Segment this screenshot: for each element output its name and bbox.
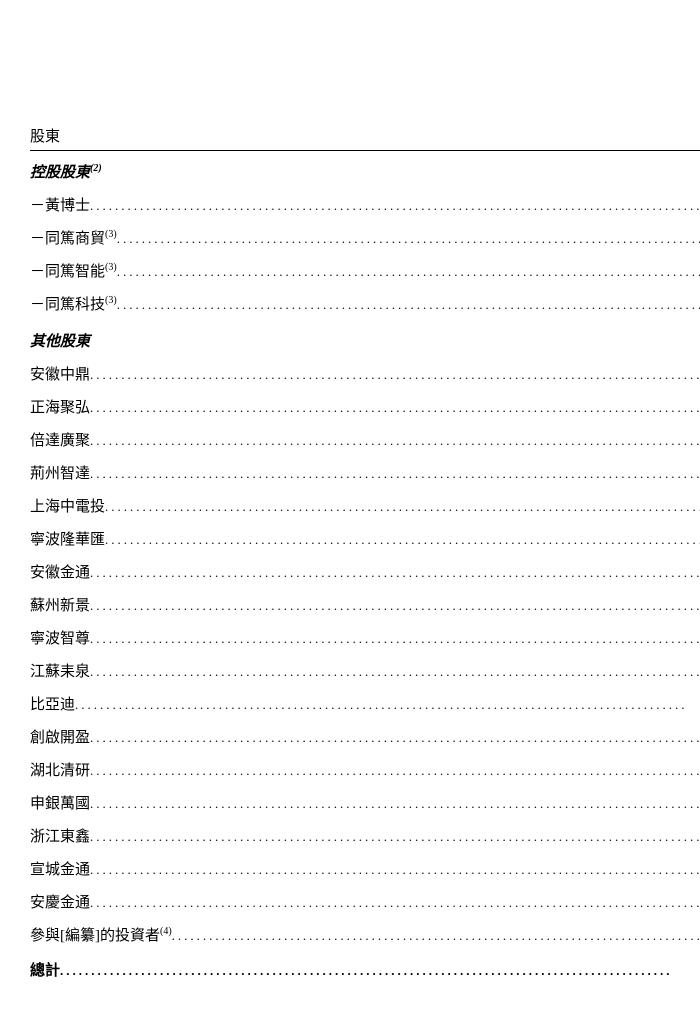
leader-dots (90, 664, 700, 680)
table-row: 寧波智尊758,1851.44% (30, 621, 700, 654)
table-row: 正海聚弘1,777,9523.38% (30, 390, 700, 423)
leader-dots (117, 231, 700, 247)
table-row: 江蘇耒泉568,6381.08% (30, 654, 700, 687)
leader-dots (90, 829, 700, 845)
leader-dots (75, 697, 700, 713)
row-label: 江蘇耒泉 (30, 660, 90, 681)
leader-dots (172, 928, 700, 944)
table-row: －同篤智能(3)2,168,5404.13% (30, 254, 700, 287)
section-title: 其他股東 (30, 334, 90, 350)
row-label: 正海聚弘 (30, 396, 90, 417)
leader-dots (90, 400, 700, 416)
section-header: 其他股東 (30, 320, 700, 357)
leader-dots (90, 466, 700, 482)
row-label: 蘇州新景 (30, 594, 90, 615)
total-label: 總計 (30, 959, 60, 980)
row-label: 創啟開盈 (30, 726, 90, 747)
table-row: 宣城金通824,8561.57% (30, 852, 700, 885)
row-label: 湖北清研 (30, 759, 90, 780)
table-row: －同篤科技(3)149,6030.28% (30, 287, 700, 320)
table-row: －黃博士15,063,37228.68% (30, 188, 700, 221)
row-label: 宣城金通 (30, 858, 90, 879)
table-row: 荊州智達4,691,9918.93% (30, 456, 700, 489)
leader-dots (117, 264, 700, 280)
row-label: 倍達廣聚 (30, 429, 90, 450)
row-label: 寧波隆華匯 (30, 528, 105, 549)
table-row: 上海中電投4,170,0087.94% (30, 489, 700, 522)
section-title-note: (2) (90, 163, 102, 174)
row-label: －同篤智能(3) (30, 260, 117, 281)
row-label: －黃博士 (30, 194, 90, 215)
table-row: 創啟開盈18,9550.04% (30, 720, 700, 753)
row-label: －同篤科技(3) (30, 293, 117, 314)
leader-dots (90, 730, 700, 746)
leader-dots (90, 895, 700, 911)
table-row: －同篤商貿(3)8,287,50015.78% (30, 221, 700, 254)
shareholding-table: 股東 股份數目(1) 截至最後實際 可行日期的 所有權百分比 控股股東(2)－黃… (30, 20, 700, 990)
row-label: 安徽金通 (30, 561, 90, 582)
table-row: 比亞迪1,895,4623.61% (30, 687, 700, 720)
row-label: 安慶金通 (30, 891, 90, 912)
table-row: 寧波隆華匯1,137,2772.17% (30, 522, 700, 555)
leader-dots (105, 499, 700, 515)
section-header: 控股股東(2) (30, 151, 700, 189)
row-label: 寧波智尊 (30, 627, 90, 648)
leader-dots (90, 565, 700, 581)
leader-dots (90, 631, 700, 647)
table-row: 安徽中鼎4,128,4057.86% (30, 357, 700, 390)
leader-dots (60, 963, 700, 979)
row-label: 申銀萬國 (30, 792, 90, 813)
leader-dots (105, 532, 700, 548)
leader-dots (117, 297, 700, 313)
header-shareholder: 股東 (30, 20, 700, 151)
leader-dots (90, 367, 700, 383)
leader-dots (90, 796, 700, 812)
row-label: 荊州智達 (30, 462, 90, 483)
table-row: 湖北清研523,3361.00% (30, 753, 700, 786)
table-row: 倍達廣聚888,9761.69% (30, 423, 700, 456)
leader-dots (90, 198, 700, 214)
table-row: 安慶金通549,9041.05% (30, 885, 700, 918)
leader-dots (90, 763, 700, 779)
table-row: 安徽金通2,653,6475.05% (30, 555, 700, 588)
leader-dots (90, 598, 700, 614)
leader-dots (90, 433, 700, 449)
section-title: 控股股東 (30, 165, 90, 181)
row-label: 浙江東鑫 (30, 825, 90, 846)
investor-row: 參與[編纂]的投資者(4) – – (30, 918, 700, 951)
row-label: 比亞迪 (30, 693, 75, 714)
row-label: 安徽中鼎 (30, 363, 90, 384)
header-row: 股東 股份數目(1) 截至最後實際 可行日期的 所有權百分比 (30, 20, 700, 151)
table-row: 蘇州新景758,1851.44% (30, 588, 700, 621)
table-row: 浙江東鑫687,3791.31% (30, 819, 700, 852)
investor-label: 參與[編纂]的投資者(4) (30, 924, 172, 945)
total-row: 總計 52,527,021 100.00% (30, 951, 700, 988)
leader-dots (90, 862, 700, 878)
table-row: 申銀萬國824,8501.57% (30, 786, 700, 819)
row-label: 上海中電投 (30, 495, 105, 516)
row-label: －同篤商貿(3) (30, 227, 117, 248)
